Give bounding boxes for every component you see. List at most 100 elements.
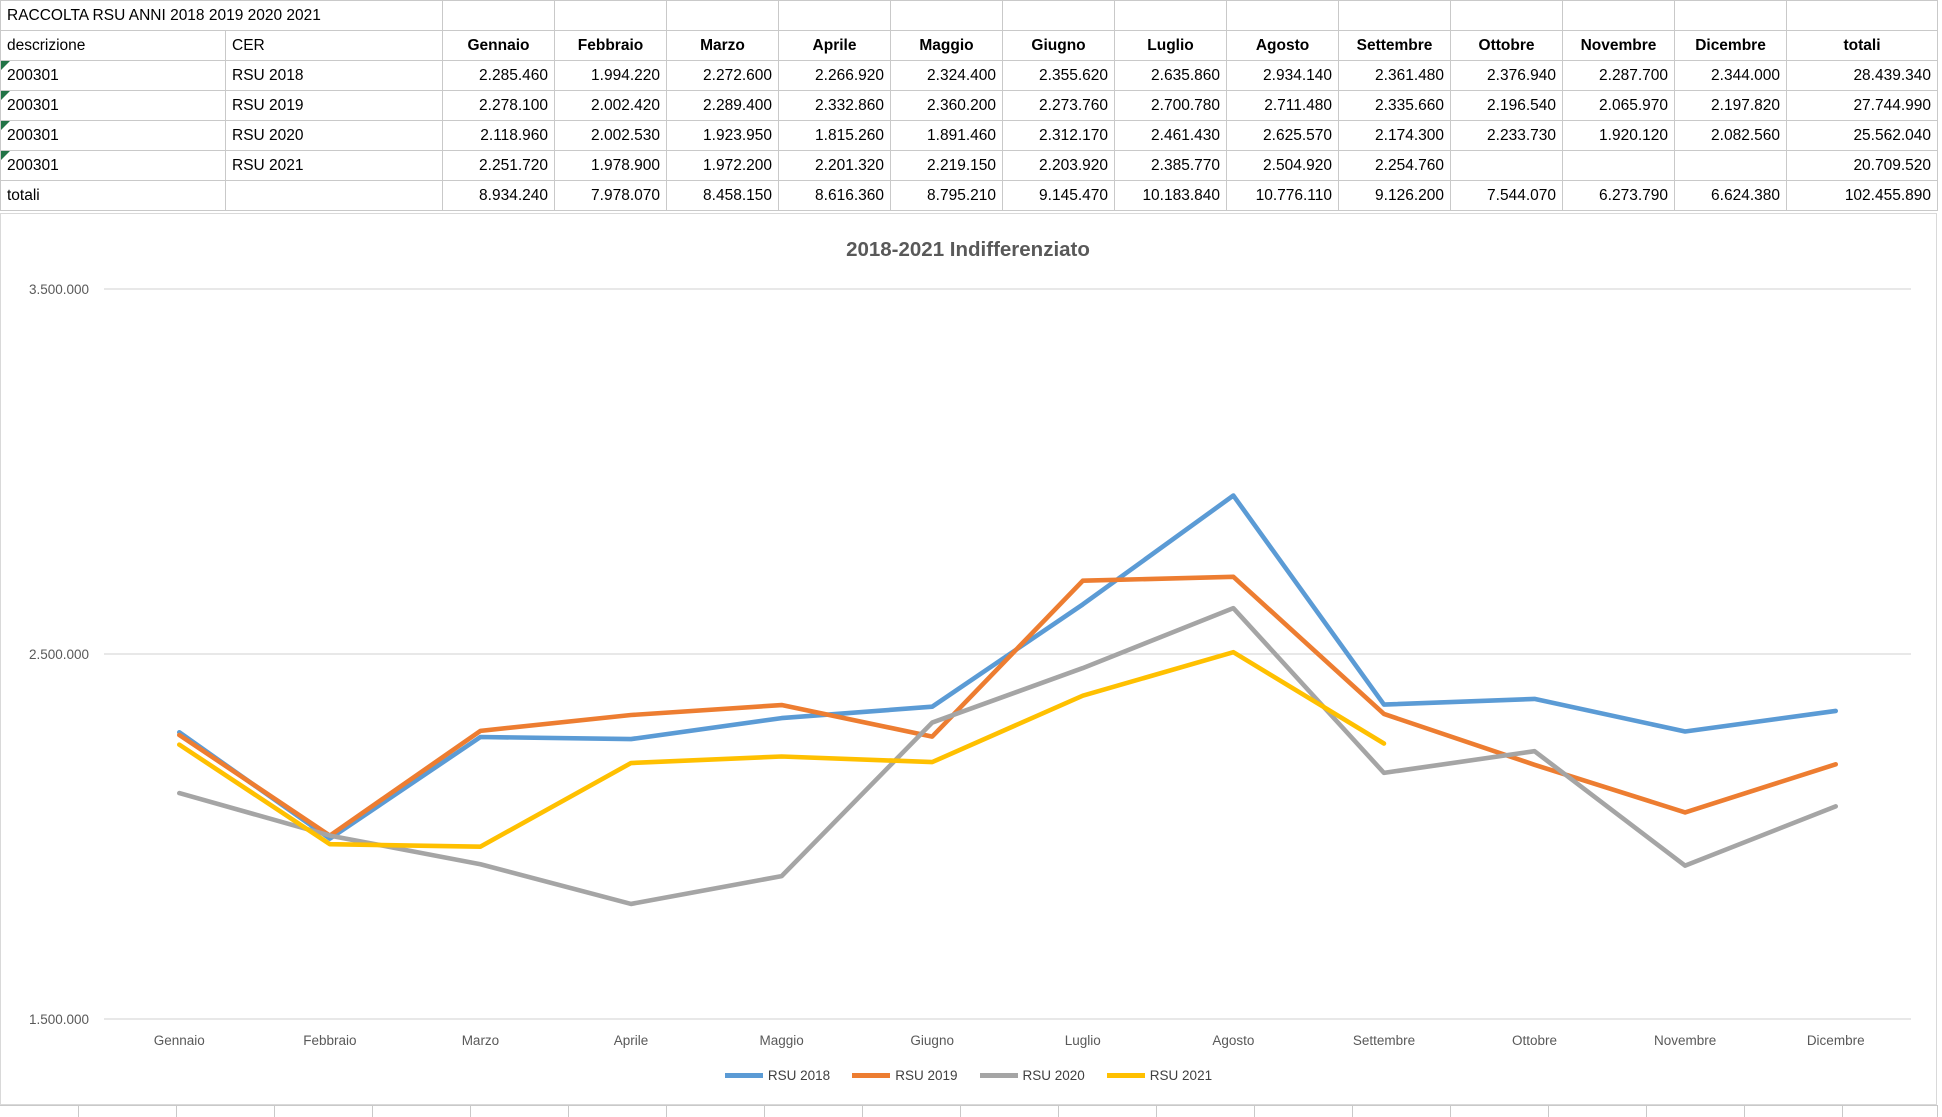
month-value-cell[interactable]: 2.002.420: [554, 90, 668, 121]
sheet-title-filler-cell[interactable]: [1674, 0, 1788, 31]
sheet-title-filler-cell[interactable]: [1226, 0, 1340, 31]
series-line-rsu-2021[interactable]: [176, 649, 1387, 849]
month-value-cell[interactable]: 2.219.150: [890, 150, 1004, 181]
month-value-cell[interactable]: 1.978.900: [554, 150, 668, 181]
totals-label-cell[interactable]: totali: [0, 180, 226, 211]
sheet-title-filler-cell[interactable]: [666, 0, 780, 31]
descrizione-cell[interactable]: 200301: [0, 60, 226, 91]
month-value-cell[interactable]: 2.504.920: [1226, 150, 1340, 181]
month-value-cell[interactable]: 2.201.320: [778, 150, 892, 181]
month-value-cell[interactable]: 2.233.730: [1450, 120, 1564, 151]
totals-empty-cell[interactable]: [224, 180, 444, 211]
month-value-cell[interactable]: 2.361.480: [1338, 60, 1452, 91]
column-header-cell[interactable]: Settembre: [1338, 30, 1452, 61]
cer-cell[interactable]: RSU 2018: [224, 60, 444, 91]
column-header-cell[interactable]: Agosto: [1226, 30, 1340, 61]
month-value-cell[interactable]: 1.920.120: [1562, 120, 1676, 151]
row-total-cell[interactable]: 27.744.990: [1786, 90, 1939, 121]
column-header-cell[interactable]: Ottobre: [1450, 30, 1564, 61]
month-value-cell[interactable]: 2.335.660: [1338, 90, 1452, 121]
month-value-cell[interactable]: 2.635.860: [1114, 60, 1228, 91]
legend-item-rsu-2019[interactable]: RSU 2019: [852, 1068, 958, 1083]
month-value-cell[interactable]: 2.360.200: [890, 90, 1004, 121]
month-value-cell[interactable]: 2.203.920: [1002, 150, 1116, 181]
column-header-cell[interactable]: totali: [1786, 30, 1939, 61]
legend-item-rsu-2020[interactable]: RSU 2020: [979, 1068, 1085, 1083]
column-header-cell[interactable]: Aprile: [778, 30, 892, 61]
column-header-cell[interactable]: Novembre: [1562, 30, 1676, 61]
column-header-cell[interactable]: descrizione: [0, 30, 226, 61]
descrizione-cell[interactable]: 200301: [0, 120, 226, 151]
chart-title[interactable]: 2018-2021 Indifferenziato: [846, 238, 1090, 261]
sheet-title-filler-cell[interactable]: [1562, 0, 1676, 31]
sheet-title-filler-cell[interactable]: [1114, 0, 1228, 31]
column-header-cell[interactable]: Febbraio: [554, 30, 668, 61]
column-header-cell[interactable]: Dicembre: [1674, 30, 1788, 61]
totals-month-cell[interactable]: 6.624.380: [1674, 180, 1788, 211]
line-chart[interactable]: 3.500.000 2.500.000 1.500.000 Gennaio Febbra…: [0, 213, 1937, 1105]
month-value-cell[interactable]: 2.332.860: [778, 90, 892, 121]
month-value-cell[interactable]: 2.324.400: [890, 60, 1004, 91]
sheet-title-filler-cell[interactable]: [890, 0, 1004, 31]
sheet-title-filler-cell[interactable]: [1450, 0, 1564, 31]
totals-month-cell[interactable]: 9.145.470: [1002, 180, 1116, 211]
totals-month-cell[interactable]: 7.544.070: [1450, 180, 1564, 211]
sheet-title-filler-cell[interactable]: [554, 0, 668, 31]
totals-month-cell[interactable]: 9.126.200: [1338, 180, 1452, 211]
row-total-cell[interactable]: 20.709.520: [1786, 150, 1939, 181]
row-total-cell[interactable]: 25.562.040: [1786, 120, 1939, 151]
descrizione-cell[interactable]: 200301: [0, 90, 226, 121]
legend-item-rsu-2021[interactable]: RSU 2021: [1106, 1068, 1212, 1083]
month-value-cell[interactable]: 2.376.940: [1450, 60, 1564, 91]
column-header-cell[interactable]: CER: [224, 30, 444, 61]
sheet-title-filler-cell[interactable]: [778, 0, 892, 31]
month-value-cell[interactable]: 2.002.530: [554, 120, 668, 151]
month-value-cell[interactable]: 2.355.620: [1002, 60, 1116, 91]
series-line-rsu-2020[interactable]: [176, 605, 1839, 907]
month-value-cell[interactable]: 2.700.780: [1114, 90, 1228, 121]
month-value-cell[interactable]: 2.711.480: [1226, 90, 1340, 121]
totals-month-cell[interactable]: 8.795.210: [890, 180, 1004, 211]
month-value-cell[interactable]: 2.273.760: [1002, 90, 1116, 121]
month-value-cell[interactable]: 2.278.100: [442, 90, 556, 121]
month-value-cell[interactable]: 2.312.170: [1002, 120, 1116, 151]
legend-item-rsu-2018[interactable]: RSU 2018: [724, 1068, 830, 1083]
month-value-cell[interactable]: 2.625.570: [1226, 120, 1340, 151]
totals-month-cell[interactable]: 7.978.070: [554, 180, 668, 211]
series-line-rsu-2018[interactable]: [176, 493, 1839, 841]
month-value-cell[interactable]: 2.289.400: [666, 90, 780, 121]
month-value-cell[interactable]: 1.923.950: [666, 120, 780, 151]
month-value-cell[interactable]: 2.934.140: [1226, 60, 1340, 91]
month-value-cell[interactable]: 2.118.960: [442, 120, 556, 151]
column-header-cell[interactable]: Marzo: [666, 30, 780, 61]
month-value-cell[interactable]: 2.461.430: [1114, 120, 1228, 151]
totals-month-cell[interactable]: 8.616.360: [778, 180, 892, 211]
grand-total-cell[interactable]: 102.455.890: [1786, 180, 1939, 211]
month-value-cell[interactable]: 2.254.760: [1338, 150, 1452, 181]
month-value-cell[interactable]: 2.065.970: [1562, 90, 1676, 121]
column-header-cell[interactable]: Giugno: [1002, 30, 1116, 61]
column-header-cell[interactable]: Gennaio: [442, 30, 556, 61]
totals-month-cell[interactable]: 8.458.150: [666, 180, 780, 211]
month-value-cell[interactable]: 2.174.300: [1338, 120, 1452, 151]
month-value-cell[interactable]: 2.251.720: [442, 150, 556, 181]
sheet-title-filler-cell[interactable]: [1338, 0, 1452, 31]
month-value-cell[interactable]: 2.272.600: [666, 60, 780, 91]
sheet-title-filler-cell[interactable]: [1002, 0, 1116, 31]
sheet-title-cell[interactable]: RACCOLTA RSU ANNI 2018 2019 2020 2021: [0, 0, 444, 31]
month-value-cell[interactable]: 2.385.770: [1114, 150, 1228, 181]
month-value-cell[interactable]: 2.285.460: [442, 60, 556, 91]
totals-month-cell[interactable]: 8.934.240: [442, 180, 556, 211]
month-value-cell[interactable]: 1.972.200: [666, 150, 780, 181]
month-value-cell[interactable]: 1.994.220: [554, 60, 668, 91]
column-header-cell[interactable]: Luglio: [1114, 30, 1228, 61]
month-value-cell[interactable]: 2.196.540: [1450, 90, 1564, 121]
cer-cell[interactable]: RSU 2019: [224, 90, 444, 121]
month-value-cell[interactable]: 1.815.260: [778, 120, 892, 151]
totals-month-cell[interactable]: 10.776.110: [1226, 180, 1340, 211]
totals-month-cell[interactable]: 6.273.790: [1562, 180, 1676, 211]
column-header-cell[interactable]: Maggio: [890, 30, 1004, 61]
month-value-cell[interactable]: [1450, 150, 1564, 181]
totals-month-cell[interactable]: 10.183.840: [1114, 180, 1228, 211]
sheet-title-filler-cell[interactable]: [442, 0, 556, 31]
